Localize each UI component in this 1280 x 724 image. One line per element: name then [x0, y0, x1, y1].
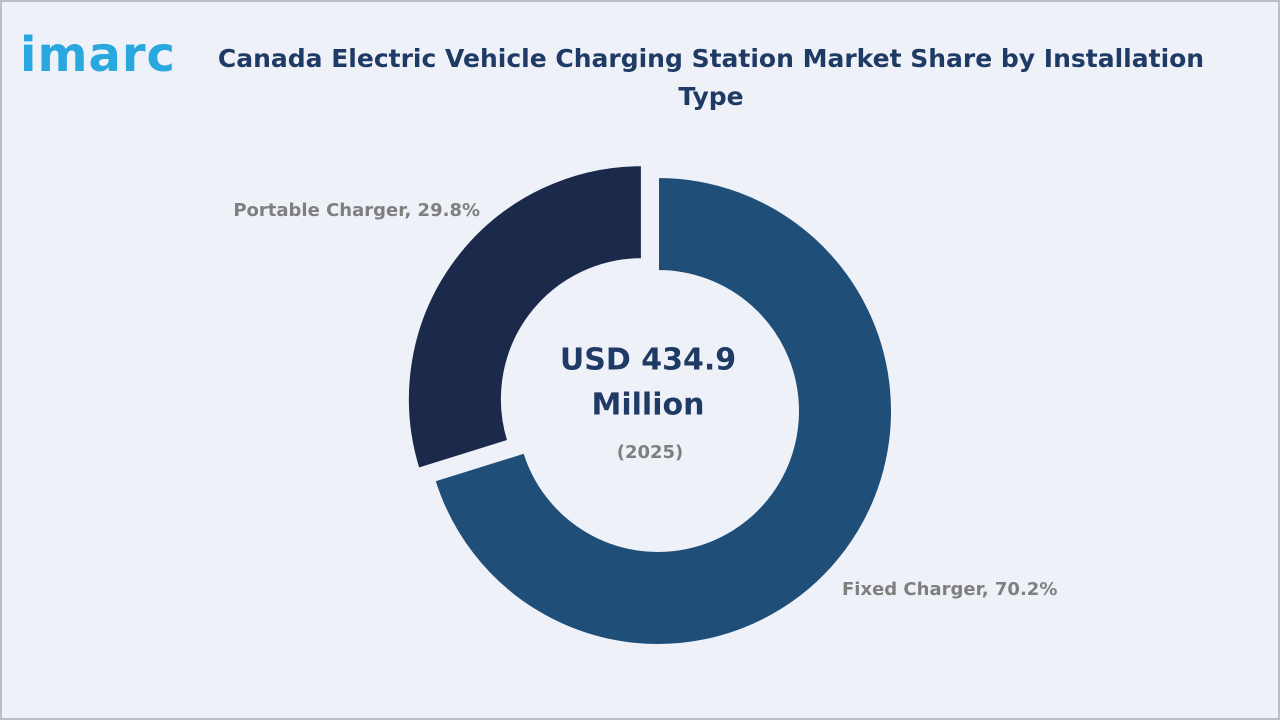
slice-label: Portable Charger, 29.8% [233, 200, 480, 221]
center-note: (2025) [617, 442, 684, 463]
center-label: Million [592, 388, 705, 423]
slice-label: Fixed Charger, 70.2% [842, 579, 1057, 600]
logo: imarc [20, 27, 176, 83]
center-label: USD 434.9 [560, 343, 736, 378]
donut-slice [406, 164, 643, 470]
chart-title: Canada Electric Vehicle Charging Station… [218, 44, 1204, 111]
donut-slice [433, 175, 893, 646]
donut-hole [519, 272, 797, 550]
